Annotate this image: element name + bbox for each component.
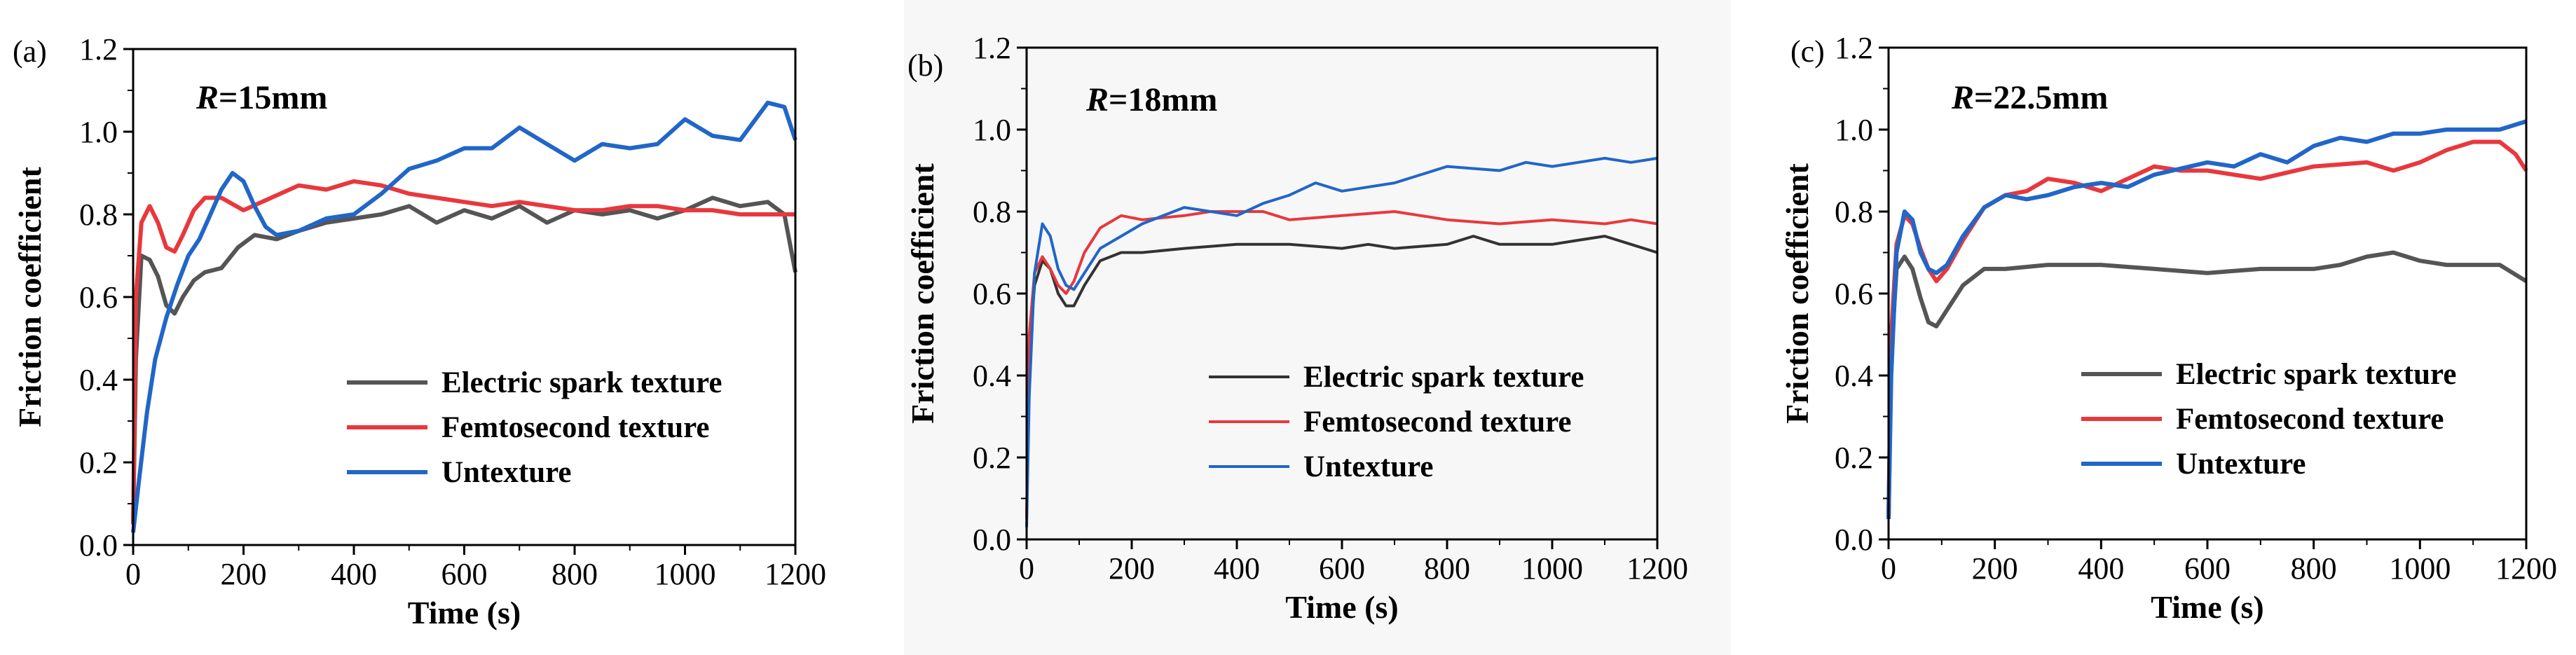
radius-annotation: R=15mm	[196, 79, 327, 116]
y-tick-label: 1.0	[1835, 113, 1873, 147]
y-tick-label: 0.8	[1835, 195, 1873, 229]
y-tick-label: 0.0	[1835, 523, 1873, 557]
x-tick-label: 200	[1972, 551, 2018, 586]
legend-label-2: Femtosecond texture	[2176, 403, 2444, 436]
x-tick-label: 400	[1214, 551, 1260, 586]
y-tick-label: 0.6	[79, 280, 118, 315]
panel-b-background	[904, 0, 1731, 655]
chart-panel-c: 0 200 400 600 800 1000 1200 0.0 0.2 0.4 0.6 0.8 1.0 1…	[1779, 31, 2557, 625]
x-tick-label: 1000	[2389, 551, 2451, 586]
x-axis-title: Time (s)	[2151, 589, 2263, 625]
x-tick-label: 0	[1881, 551, 1896, 586]
y-tick-label: 0.4	[973, 359, 1011, 393]
x-tick-label: 0	[1019, 551, 1034, 586]
legend: Electric spark texture Femtosecond textur…	[2081, 358, 2456, 481]
x-tick-label: 400	[331, 557, 377, 591]
x-tick-label: 400	[2078, 551, 2124, 586]
series-line-3	[131, 100, 797, 533]
x-tick-label: 1200	[765, 557, 826, 591]
y-tick-label: 0.0	[973, 523, 1011, 557]
radius-annotation: R=18mm	[1085, 81, 1217, 118]
radius-value: =22.5mm	[1974, 79, 2108, 116]
chart-panel-b: 0 200 400 600 800 1000 1200 0.0 0.2 0.4 0.6 0.8 1.0 1…	[905, 31, 1688, 625]
x-tick-label: 1200	[2495, 551, 2557, 586]
x-tick-label: 600	[2184, 551, 2231, 586]
y-axis-title: Friction coefficient	[12, 166, 48, 427]
y-tick-label: 1.0	[79, 115, 118, 149]
x-tick-label: 1000	[1521, 551, 1583, 586]
series-line-3	[1025, 156, 1658, 528]
radius-symbol: R	[1951, 79, 1974, 116]
y-tick-label: 0.2	[79, 446, 118, 480]
x-tick-label: 0	[125, 557, 141, 591]
y-tick-label: 0.4	[79, 363, 118, 397]
y-tick-label: 0.2	[973, 441, 1011, 475]
y-tick-label: 0.2	[1835, 441, 1873, 475]
x-axis-title: Time (s)	[1285, 589, 1398, 625]
y-tick-label: 0.6	[1835, 277, 1873, 311]
y-tick-label: 1.2	[79, 32, 118, 67]
x-tick-label: 1000	[655, 557, 716, 591]
legend-label-2: Femtosecond texture	[441, 411, 710, 444]
x-tick-label: 200	[221, 557, 267, 591]
series-line-2	[1025, 210, 1658, 519]
y-tick-label: 1.2	[973, 31, 1011, 65]
radius-symbol: R	[1085, 81, 1109, 118]
legend-label-1: Electric spark texture	[2176, 358, 2456, 391]
series-line-1	[1886, 250, 2528, 519]
radius-symbol: R	[196, 79, 219, 116]
x-tick-label: 800	[1424, 551, 1470, 586]
y-tick-label: 0.8	[79, 198, 118, 232]
legend-label-3: Untexture	[441, 456, 572, 489]
legend-label-3: Untexture	[1303, 450, 1434, 483]
legend-label-2: Femtosecond texture	[1303, 406, 1572, 439]
x-tick-label: 600	[441, 557, 488, 591]
y-tick-label: 0.0	[79, 528, 118, 563]
radius-value: =18mm	[1109, 81, 1217, 118]
series-line-3	[1886, 119, 2527, 519]
x-tick-label: 1200	[1626, 551, 1688, 586]
radius-annotation: R=22.5mm	[1951, 79, 2108, 116]
legend: Electric spark texture Femtosecond textur…	[1209, 361, 1584, 483]
legend-label-3: Untexture	[2176, 448, 2306, 481]
y-tick-label: 0.4	[1835, 359, 1873, 393]
y-tick-label: 0.8	[973, 195, 1011, 229]
series-line-2	[131, 179, 795, 525]
x-tick-label: 200	[1109, 551, 1155, 586]
x-tick-label: 600	[1319, 551, 1365, 586]
y-axis-title: Friction coefficient	[905, 163, 940, 423]
y-axis-title: Friction coefficient	[1779, 163, 1815, 423]
panel-label: (c)	[1790, 34, 1825, 69]
y-tick-label: 0.6	[973, 277, 1011, 311]
legend-label-1: Electric spark texture	[441, 366, 722, 399]
x-tick-label: 800	[551, 557, 598, 591]
y-tick-label: 1.0	[973, 113, 1011, 147]
chart-panel-a: 0 200 400 600 800 1000 1200 0.0 0.2 0.4 0.6 0.8 1.0 1…	[12, 32, 826, 630]
legend: Electric spark texture Femtosecond textur…	[347, 366, 722, 489]
legend-label-1: Electric spark texture	[1303, 361, 1584, 394]
x-tick-label: 800	[2291, 551, 2337, 586]
x-axis-title: Time (s)	[408, 595, 521, 630]
panel-label: (a)	[13, 34, 47, 69]
radius-value: =15mm	[219, 79, 327, 116]
y-tick-label: 1.2	[1835, 31, 1873, 65]
panel-label: (b)	[907, 48, 943, 83]
